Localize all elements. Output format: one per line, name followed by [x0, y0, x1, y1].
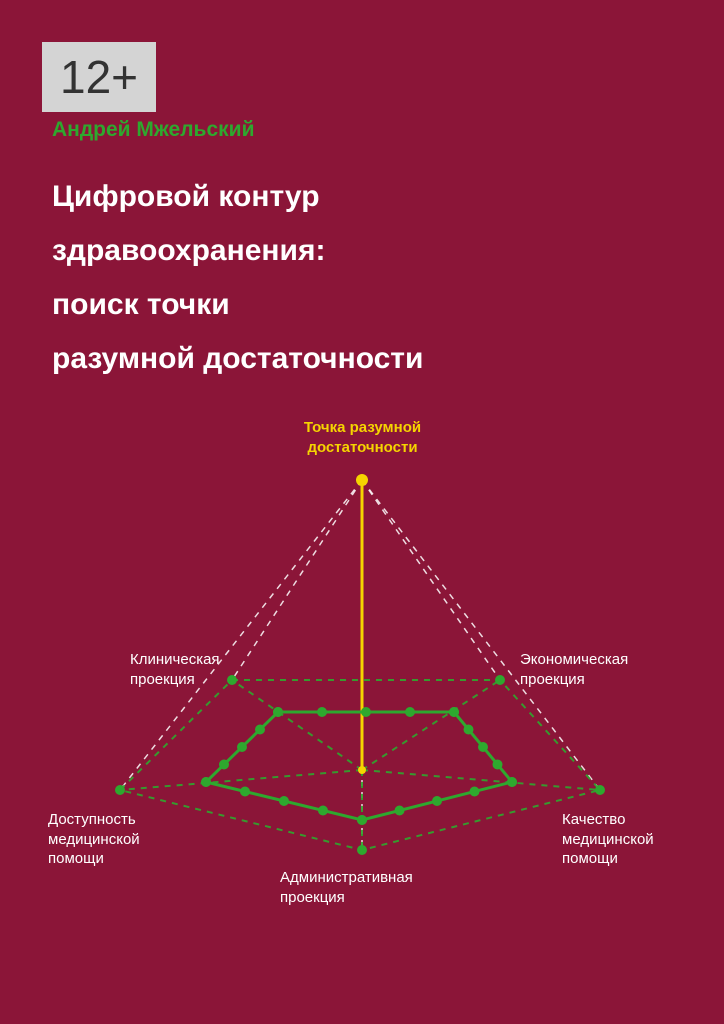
label-line: Доступность — [48, 810, 140, 830]
apex-label: Точка разумной достаточности — [290, 418, 435, 457]
apex-label-line: достаточности — [290, 438, 435, 458]
label-line: медицинской — [48, 830, 140, 850]
vertex-label-quality: Качество медицинской помощи — [562, 810, 654, 869]
label-line: медицинской — [562, 830, 654, 850]
label-line: помощи — [562, 849, 654, 869]
title-line: здравоохранения: — [52, 224, 423, 278]
label-line: Экономическая — [520, 650, 628, 670]
vertex-label-clinical: Клиническая проекция — [130, 650, 220, 689]
label-line: проекция — [280, 888, 413, 908]
label-line: Качество — [562, 810, 654, 830]
label-line: Клиническая — [130, 650, 220, 670]
vertex-label-administrative: Административная проекция — [280, 868, 413, 907]
age-rating-badge: 12+ — [42, 42, 156, 112]
apex-label-line: Точка разумной — [290, 418, 435, 438]
title-line: разумной достаточности — [52, 332, 423, 386]
pyramid-diagram: Точка разумной достаточности Клиническая… — [0, 390, 724, 990]
label-line: проекция — [130, 670, 220, 690]
vertex-label-economic: Экономическая проекция — [520, 650, 628, 689]
label-line: проекция — [520, 670, 628, 690]
book-title: Цифровой контур здравоохранения: поиск т… — [52, 170, 423, 386]
author-name: Андрей Мжельский — [52, 118, 254, 142]
label-line: Административная — [280, 868, 413, 888]
title-line: поиск точки — [52, 278, 423, 332]
vertex-label-accessibility: Доступность медицинской помощи — [48, 810, 140, 869]
title-line: Цифровой контур — [52, 170, 423, 224]
label-line: помощи — [48, 849, 140, 869]
